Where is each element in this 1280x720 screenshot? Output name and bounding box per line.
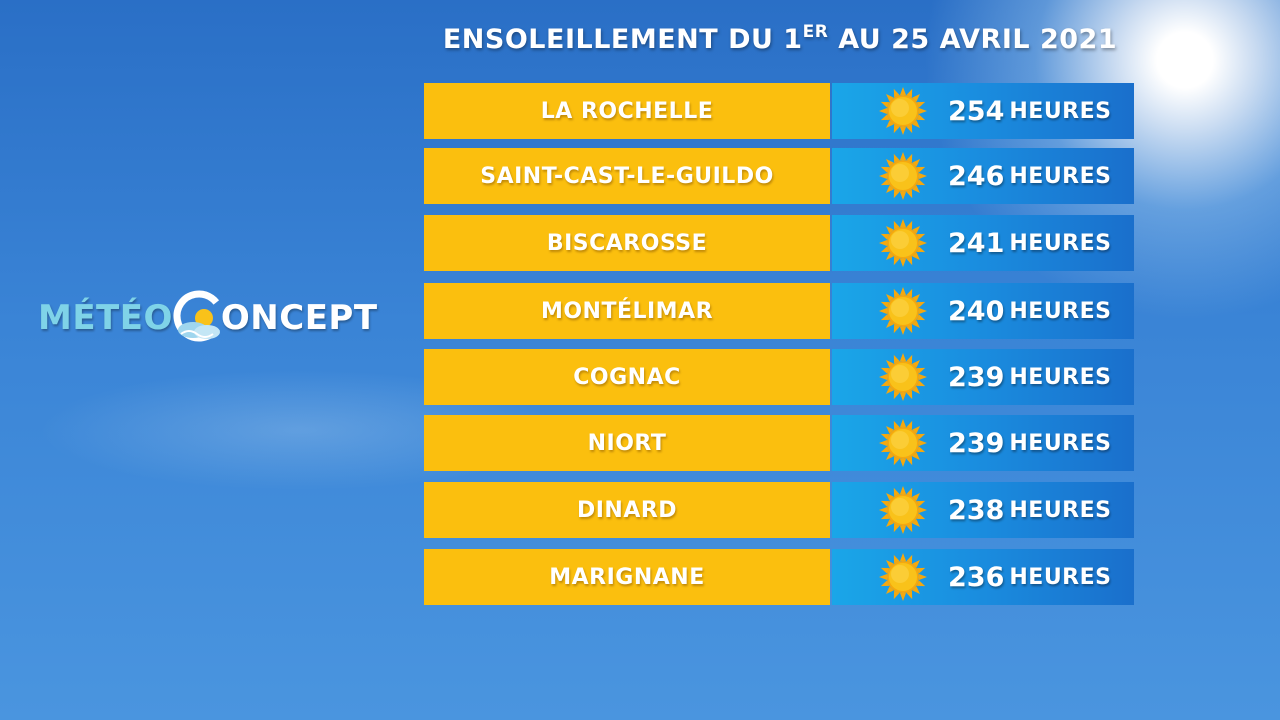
meteo-concept-logo: MÉTÉO ONCEPT	[38, 286, 378, 350]
list-item: LA ROCHELLE 254 HEURES	[424, 83, 1134, 139]
hours-number: 239	[948, 427, 1005, 459]
hours-unit: HEURES	[1009, 497, 1112, 523]
sunshine-hours: 241 HEURES	[948, 215, 1112, 271]
hours-number: 254	[948, 95, 1005, 127]
city-name: LA ROCHELLE	[424, 83, 830, 139]
sun-icon	[879, 152, 927, 200]
sunshine-value-cell: 236 HEURES	[832, 549, 1134, 605]
city-name: MARIGNANE	[424, 549, 830, 605]
city-name: BISCAROSSE	[424, 215, 830, 271]
sunshine-hours: 239 HEURES	[948, 415, 1112, 471]
sunshine-value-cell: 240 HEURES	[832, 283, 1134, 339]
title-prefix: ENSOLEILLEMENT DU 1	[442, 24, 803, 55]
sunshine-hours: 240 HEURES	[948, 283, 1112, 339]
city-name: SAINT-CAST-LE-GUILDO	[424, 148, 830, 204]
sunshine-hours: 246 HEURES	[948, 148, 1112, 204]
sunshine-hours: 254 HEURES	[948, 83, 1112, 139]
sunshine-value-cell: 239 HEURES	[832, 349, 1134, 405]
hours-unit: HEURES	[1009, 364, 1112, 390]
title-suffix: AU 25 AVRIL 2021	[828, 24, 1118, 55]
sunshine-value-cell: 246 HEURES	[832, 148, 1134, 204]
hours-number: 241	[948, 227, 1005, 259]
hours-unit: HEURES	[1009, 564, 1112, 590]
page-title: ENSOLEILLEMENT DU 1ER AU 25 AVRIL 2021	[410, 22, 1150, 55]
city-name: DINARD	[424, 482, 830, 538]
sun-icon	[879, 486, 927, 534]
hours-number: 236	[948, 561, 1005, 593]
hours-number: 238	[948, 494, 1005, 526]
hours-unit: HEURES	[1009, 98, 1112, 124]
sunshine-value-cell: 241 HEURES	[832, 215, 1134, 271]
sun-icon	[879, 87, 927, 135]
sunshine-hours: 239 HEURES	[948, 349, 1112, 405]
logo-text-meteo: MÉTÉO	[38, 298, 173, 338]
sunshine-value-cell: 238 HEURES	[832, 482, 1134, 538]
hours-unit: HEURES	[1009, 230, 1112, 256]
list-item: DINARD 238 HEURES	[424, 482, 1134, 538]
sun-icon	[879, 219, 927, 267]
list-item: NIORT 239 HEURES	[424, 415, 1134, 471]
sunshine-hours: 238 HEURES	[948, 482, 1112, 538]
city-name: NIORT	[424, 415, 830, 471]
city-name: MONTÉLIMAR	[424, 283, 830, 339]
sun-icon	[879, 353, 927, 401]
sun-icon	[879, 419, 927, 467]
sun-icon	[879, 287, 927, 335]
hours-unit: HEURES	[1009, 298, 1112, 324]
hours-number: 240	[948, 295, 1005, 327]
hours-unit: HEURES	[1009, 163, 1112, 189]
city-name: COGNAC	[424, 349, 830, 405]
title-superscript: ER	[802, 22, 829, 42]
list-item: MARIGNANE 236 HEURES	[424, 549, 1134, 605]
logo-cloud-sun-icon	[173, 290, 225, 342]
sunshine-hours: 236 HEURES	[948, 549, 1112, 605]
list-item: MONTÉLIMAR 240 HEURES	[424, 283, 1134, 339]
sunshine-value-cell: 239 HEURES	[832, 415, 1134, 471]
sunshine-value-cell: 254 HEURES	[832, 83, 1134, 139]
list-item: BISCAROSSE 241 HEURES	[424, 215, 1134, 271]
hours-number: 246	[948, 160, 1005, 192]
hours-unit: HEURES	[1009, 430, 1112, 456]
sun-icon	[879, 553, 927, 601]
list-item: SAINT-CAST-LE-GUILDO 246 HEURES	[424, 148, 1134, 204]
list-item: COGNAC 239 HEURES	[424, 349, 1134, 405]
logo-text-concept: ONCEPT	[220, 298, 378, 338]
hours-number: 239	[948, 361, 1005, 393]
